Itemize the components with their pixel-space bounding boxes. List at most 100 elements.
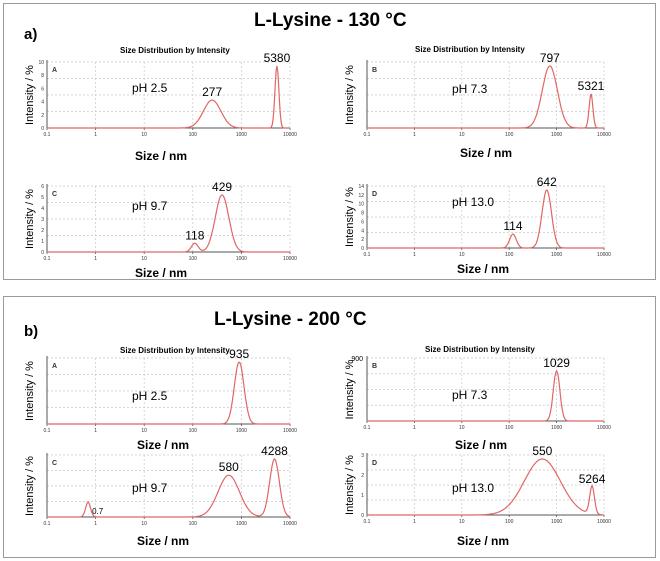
- y-tick-label: 2: [41, 113, 44, 119]
- x-tick-label: 1: [94, 256, 97, 262]
- x-tick-label: 10: [459, 132, 465, 138]
- distribution-curve: [367, 458, 604, 516]
- panel-title: L-Lysine - 200 °C: [214, 309, 367, 330]
- distribution-curve: [47, 458, 291, 518]
- ph-condition-label: pH 2.5: [132, 389, 168, 403]
- distribution-curve: [47, 194, 290, 253]
- x-tick-label: 100: [505, 132, 514, 138]
- y-axis-label: Intensity / %: [24, 361, 36, 421]
- size-distribution-plot: 0.1 1 10 100 1000 10000 0 2 4 6 8 10 12 14 DpH 13.0 Siz…: [344, 175, 611, 276]
- x-tick-label: 1000: [236, 521, 247, 527]
- x-tick-label: 1000: [236, 256, 247, 262]
- peak-label: 5321: [578, 79, 605, 93]
- ph-condition-label: pH 7.3: [452, 82, 488, 96]
- x-tick-label: 1: [413, 519, 416, 525]
- x-tick-label: 10000: [597, 252, 611, 258]
- x-tick-label: 1000: [551, 132, 562, 138]
- peak-label: 429: [212, 180, 232, 194]
- y-tick-label: 0: [361, 513, 364, 519]
- distribution-curve: [367, 369, 604, 422]
- subplot-label: C: [52, 191, 57, 198]
- y-tick-label: 8: [41, 73, 44, 79]
- y-axis-label: Intensity / %: [344, 65, 356, 125]
- subplot-label: B: [372, 363, 377, 370]
- y-tick-label: 2: [41, 228, 44, 234]
- x-tick-label: 0.1: [44, 428, 51, 434]
- x-tick-label: 1: [94, 521, 97, 527]
- x-tick-label: 0.1: [364, 519, 371, 525]
- x-tick-label: 1: [413, 132, 416, 138]
- y-axis-label: Intensity / %: [24, 65, 36, 125]
- x-tick-label: 1000: [551, 425, 562, 431]
- x-tick-label: 1000: [551, 519, 562, 525]
- ph-condition-label: pH 13.0: [452, 195, 494, 209]
- x-tick-label: 0.1: [364, 425, 371, 431]
- x-tick-label: 10000: [597, 132, 611, 138]
- x-tick-label: 0.1: [44, 521, 51, 527]
- panel-letter: a): [24, 26, 38, 43]
- x-tick-label: 10: [141, 428, 147, 434]
- ph-condition-label: pH 2.5: [132, 81, 168, 95]
- y-tick-label: 10: [38, 60, 44, 66]
- size-distribution-plot: 0.1 1 10 100 1000 10000 0 1 2 3 DpH 13.0 Size / nm I…: [344, 444, 611, 548]
- peak-label: 114: [503, 219, 522, 233]
- y-tick-label: 14: [358, 184, 364, 190]
- subplot-label: D: [372, 460, 377, 467]
- y-tick-label: 5: [41, 195, 44, 201]
- peak-label: 1029: [543, 356, 570, 370]
- peak-label: 4288: [261, 444, 288, 458]
- y-tick-label: 3: [361, 453, 364, 459]
- x-tick-label: 10000: [597, 519, 611, 525]
- size-distribution-plot: 0.1 1 10 100 1000 10000 CpH 9.7 Size / nm Intens…: [24, 444, 297, 548]
- panel-title: L-Lysine - 130 °C: [254, 10, 407, 31]
- x-axis-label: Size / nm: [135, 149, 187, 163]
- y-tick-label: 6: [41, 184, 44, 190]
- plot-title: Size Distribution by Intensity: [425, 345, 535, 354]
- y-axis-label: Intensity / %: [24, 189, 36, 249]
- x-tick-label: 10: [141, 132, 147, 138]
- x-axis-label: Size / nm: [457, 534, 509, 548]
- y-tick-label: 0: [41, 126, 44, 132]
- ph-condition-label: pH 9.7: [132, 481, 168, 495]
- peak-label: 642: [537, 175, 557, 189]
- y-tick-label: 0: [361, 246, 364, 252]
- plot-title: Size Distribution by Intensity: [415, 45, 525, 54]
- y-tick-label: 3: [41, 217, 44, 223]
- x-tick-label: 10: [141, 521, 147, 527]
- x-axis-label: Size / nm: [135, 266, 187, 280]
- x-tick-label: 100: [505, 519, 514, 525]
- peak-label: 277: [202, 85, 222, 99]
- x-tick-label: 10000: [283, 132, 297, 138]
- panel-b: b) L-Lysine - 200 °C: [3, 296, 656, 558]
- panel-a: a) L-Lysine - 130 °C: [3, 3, 656, 280]
- y-tick-label: 6: [41, 86, 44, 92]
- x-tick-label: 10: [459, 252, 465, 258]
- x-tick-label: 0.1: [364, 132, 371, 138]
- x-tick-label: 0.1: [44, 256, 51, 262]
- y-tick-label: 4: [41, 206, 44, 212]
- y-tick-label: 2: [361, 237, 364, 243]
- y-tick-label: 4: [361, 228, 364, 234]
- size-distribution-plot: 0.1 1 10 100 1000 10000 0 1 2 3 4 5 6 CpH 9.7 Size / n…: [24, 180, 297, 280]
- x-tick-label: 1: [413, 252, 416, 258]
- x-tick-label: 100: [505, 252, 514, 258]
- distribution-curve: [47, 65, 290, 129]
- x-axis-label: Size / nm: [457, 262, 509, 276]
- x-tick-label: 0.1: [364, 252, 371, 258]
- subplot-label: A: [52, 67, 57, 74]
- ph-condition-label: pH 9.7: [132, 199, 168, 213]
- ph-condition-label: pH 7.3: [452, 388, 488, 402]
- x-tick-label: 100: [189, 256, 198, 262]
- x-axis-label: Size / nm: [137, 534, 189, 548]
- x-tick-label: 100: [505, 425, 514, 431]
- y-axis-label: Intensity / %: [344, 455, 356, 515]
- x-tick-label: 10000: [283, 428, 297, 434]
- peak-label: 580: [219, 460, 239, 474]
- x-tick-label: 1: [94, 428, 97, 434]
- peak-label: 5264: [579, 472, 606, 486]
- x-tick-label: 1: [413, 425, 416, 431]
- y-tick-label: 1: [41, 239, 44, 245]
- x-tick-label: 10: [459, 519, 465, 525]
- peak-label: 118: [185, 228, 204, 242]
